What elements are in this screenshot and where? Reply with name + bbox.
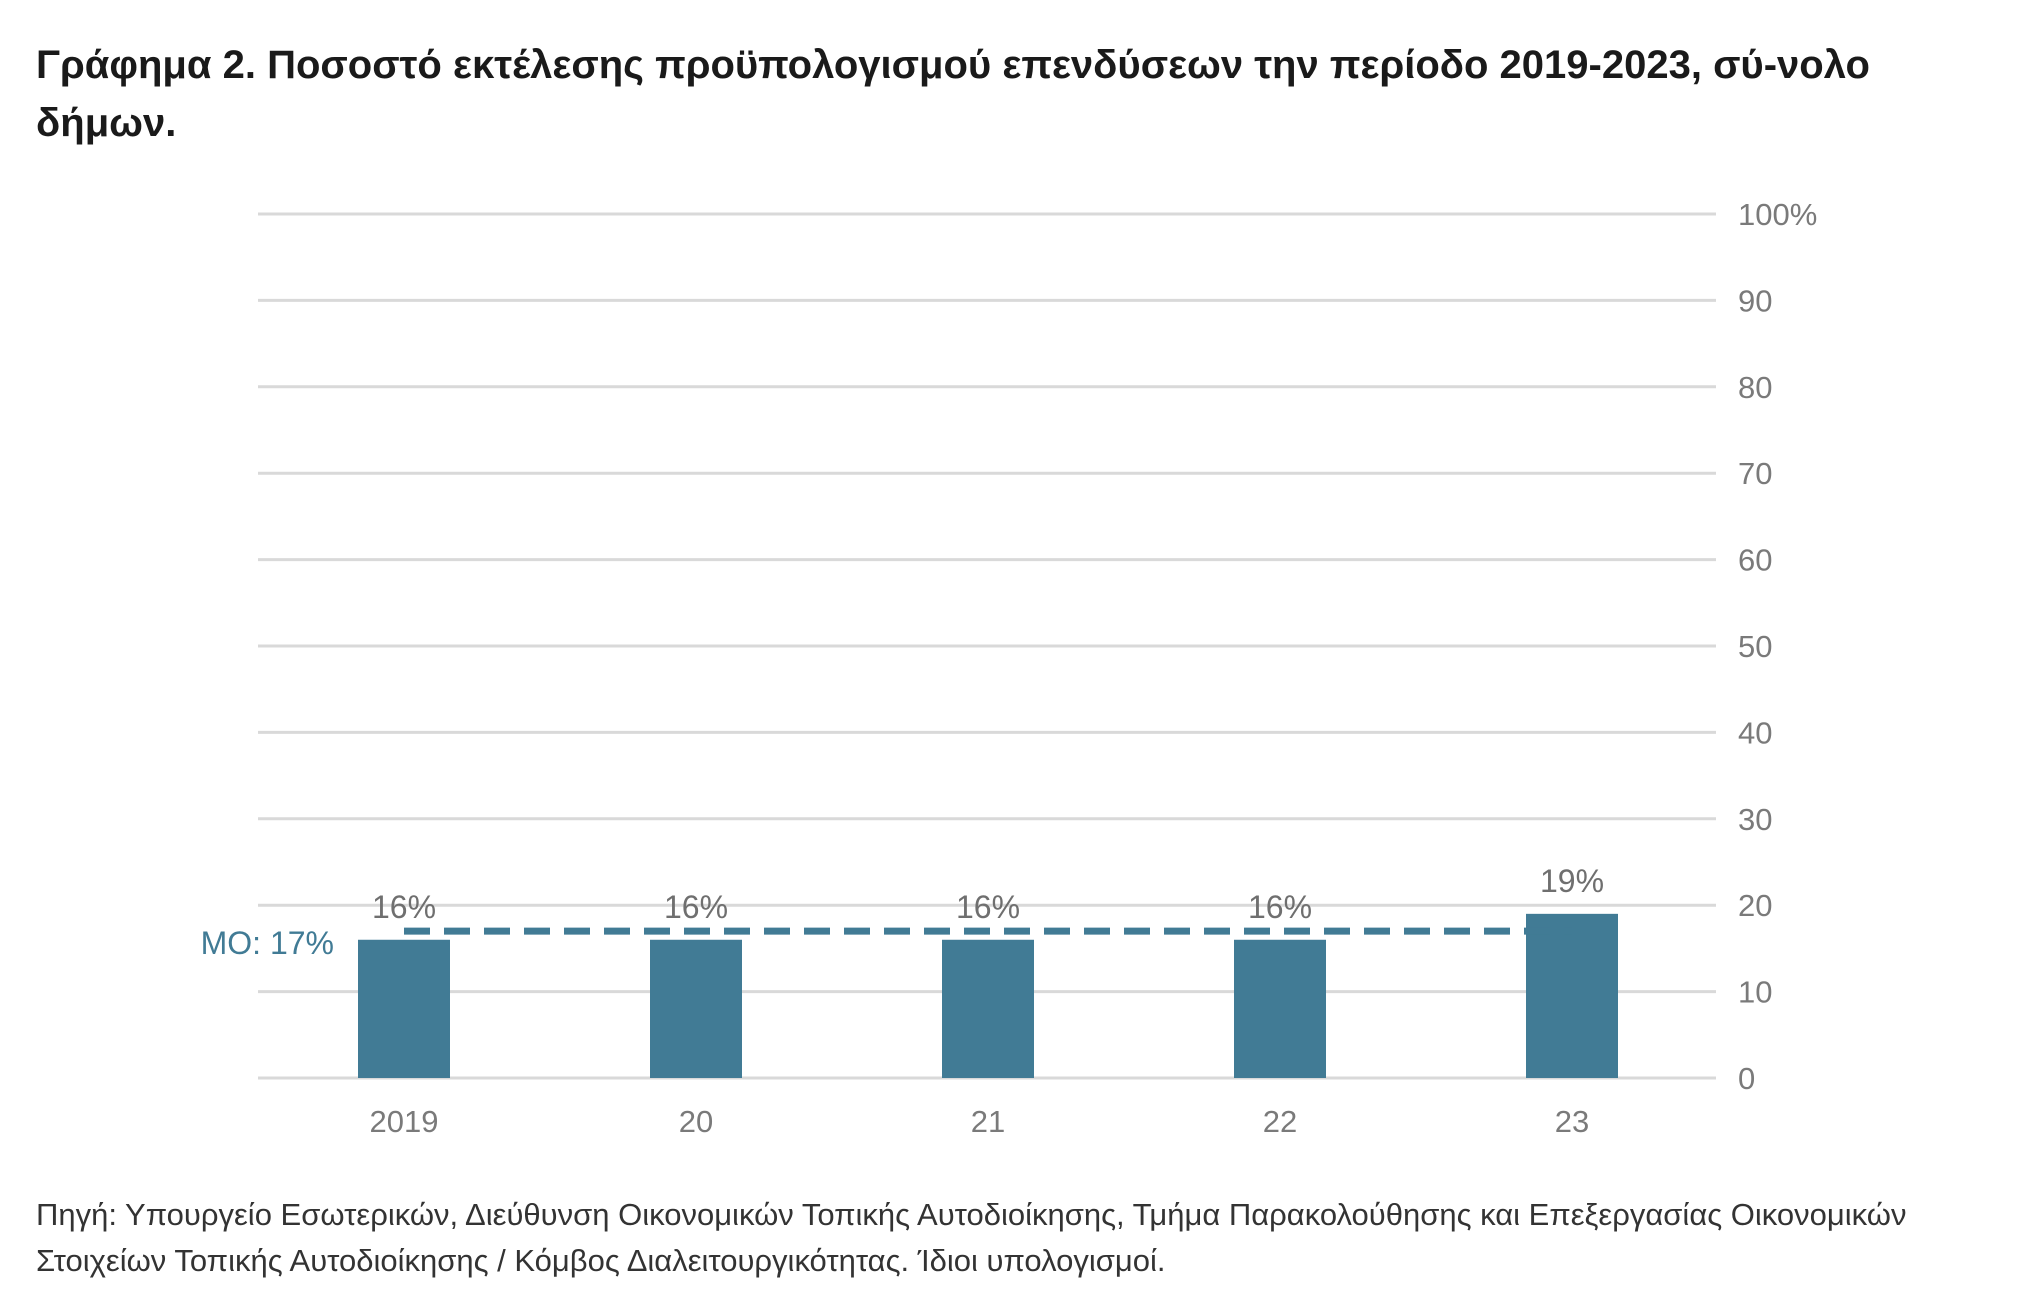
y-tick-label: 40	[1738, 715, 1772, 750]
data-label-23: 19%	[1540, 863, 1604, 899]
gridlines	[258, 212, 1716, 1080]
x-axis-ticks: 2019 20 21 22 23	[370, 1104, 1590, 1139]
y-tick-label: 20	[1738, 888, 1772, 923]
average-line-group: ΜΟ: 17%	[201, 925, 1572, 961]
data-label-22: 16%	[1248, 889, 1312, 925]
bar-chart: ΜΟ: 17% 16% 16% 16% 16% 19% 0 10 20 30 40 50 60 70 8…	[201, 197, 1818, 1139]
y-tick-label: 60	[1738, 543, 1772, 578]
x-tick-label-2019: 2019	[370, 1104, 439, 1139]
y-tick-label: 70	[1738, 456, 1772, 491]
y-tick-label: 100%	[1738, 197, 1817, 232]
x-tick-label-22: 22	[1263, 1104, 1297, 1139]
bar-2019	[358, 939, 450, 1078]
data-label-21: 16%	[956, 889, 1020, 925]
bar-22	[1234, 939, 1326, 1078]
x-tick-label-21: 21	[971, 1104, 1005, 1139]
x-tick-label-23: 23	[1555, 1104, 1589, 1139]
data-label-2019: 16%	[372, 889, 436, 925]
bar-21	[942, 939, 1034, 1078]
y-tick-label: 90	[1738, 283, 1772, 318]
y-tick-label: 0	[1738, 1061, 1755, 1096]
data-label-20: 16%	[664, 889, 728, 925]
chart-title: Γράφημα 2. Ποσοστό εκτέλεσης προϋπολογισ…	[36, 43, 1870, 145]
y-tick-label: 10	[1738, 975, 1772, 1010]
y-tick-label: 80	[1738, 370, 1772, 405]
bar-20	[650, 939, 742, 1078]
bars	[358, 913, 1618, 1078]
y-tick-label: 30	[1738, 802, 1772, 837]
data-labels: 16% 16% 16% 16% 19%	[372, 863, 1604, 925]
bar-23	[1526, 913, 1618, 1078]
x-tick-label-20: 20	[679, 1104, 713, 1139]
source-note: Πηγή: Υπουργείο Εσωτερικών, Διεύθυνση Οι…	[36, 1197, 1907, 1278]
average-label: ΜΟ: 17%	[201, 925, 334, 961]
y-tick-label: 50	[1738, 629, 1772, 664]
y-axis-ticks: 0 10 20 30 40 50 60 70 80 90 100%	[1738, 197, 1817, 1096]
